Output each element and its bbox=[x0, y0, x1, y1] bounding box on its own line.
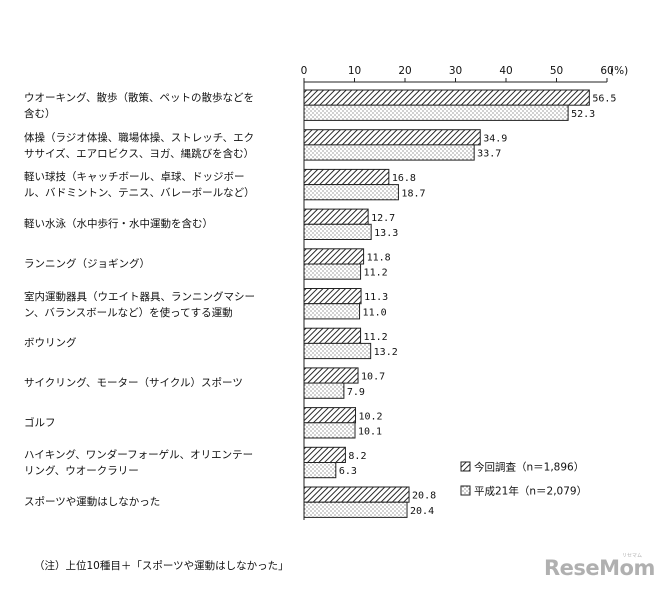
x-unit-label: (%) bbox=[610, 65, 628, 77]
value-label: 12.7 bbox=[371, 213, 395, 224]
value-label: 11.8 bbox=[367, 253, 391, 264]
bar-h21-7 bbox=[303, 382, 345, 399]
bar-h21-1 bbox=[303, 144, 475, 161]
value-label: 52.3 bbox=[571, 109, 595, 120]
category-label-line: ランニング（ジョギング） bbox=[24, 257, 150, 270]
bar-current-7 bbox=[303, 367, 359, 384]
category-label-line: ボウリング bbox=[24, 337, 77, 350]
bar-h21-0 bbox=[303, 104, 569, 121]
category-label: ボウリング bbox=[24, 335, 302, 351]
value-label: 6.3 bbox=[339, 466, 357, 477]
bar-current-6 bbox=[303, 327, 362, 344]
legend-swatch bbox=[460, 461, 471, 472]
value-label: 13.3 bbox=[374, 228, 398, 239]
x-tick-label: 40 bbox=[499, 65, 512, 77]
value-label: 10.1 bbox=[358, 427, 382, 438]
category-label-line: リング、ウオークラリー bbox=[24, 465, 139, 478]
legend-entry: 今回調査（n＝1,896） bbox=[474, 461, 584, 474]
value-label: 11.0 bbox=[363, 307, 387, 318]
category-label-line: ウオーキング、散歩（散策、ペットの散歩などを bbox=[24, 92, 254, 104]
category-label: ランニング（ジョギング） bbox=[24, 256, 302, 272]
bar-current-3 bbox=[303, 208, 369, 225]
x-tick-label: 30 bbox=[449, 65, 462, 77]
legend: 今回調査（n＝1,896） 平成21年（n＝2,079） bbox=[460, 461, 587, 498]
value-label: 20.4 bbox=[410, 506, 434, 517]
bar-h21-4 bbox=[303, 263, 362, 280]
footnote: （注）上位10種目＋「スポーツや運動はしなかった」 bbox=[34, 560, 289, 572]
category-label: サイクリング、モーター（サイクル）スポーツ bbox=[24, 375, 302, 391]
category-label: 体操（ラジオ体操、職場体操、ストレッチ、エク ササイズ、エアロビクス、ヨガ、縄跳び… bbox=[24, 130, 302, 162]
value-label: 11.2 bbox=[364, 268, 388, 279]
value-label: 11.3 bbox=[364, 292, 388, 303]
value-label: 20.8 bbox=[412, 491, 436, 502]
category-label-line: スポーツや運動はしなかった bbox=[24, 496, 161, 508]
x-tick-label: 0 bbox=[301, 65, 308, 77]
category-label: ゴルフ bbox=[24, 415, 302, 431]
value-label: 10.2 bbox=[359, 411, 383, 422]
bar-h21-5 bbox=[303, 303, 361, 320]
bars: 56.5 52.3 34.9 33.7 16.8 18.7 12.7 13.3 11.8 11.2… bbox=[303, 89, 616, 518]
x-tick-label: 20 bbox=[398, 65, 411, 77]
bar-current-4 bbox=[303, 248, 365, 265]
bar-h21-10 bbox=[303, 501, 408, 518]
bar-h21-8 bbox=[303, 422, 356, 439]
x-tick-label: 60 bbox=[600, 65, 613, 77]
resemom-logo: ReseMom bbox=[544, 556, 654, 580]
category-label-line: ゴルフ bbox=[24, 416, 56, 429]
value-label: 34.9 bbox=[483, 133, 507, 144]
category-label-line: 含む） bbox=[24, 108, 56, 120]
category-label-line: 軽い水泳（水中歩行・水中運動を含む） bbox=[24, 218, 213, 231]
value-label: 10.7 bbox=[361, 372, 385, 383]
category-label-line: ハイキング、ワンダーフォーゲル、オリエンテー bbox=[24, 449, 254, 462]
value-label: 7.9 bbox=[347, 387, 365, 398]
resemom-logo-kana: リセマム bbox=[622, 553, 643, 559]
value-label: 13.2 bbox=[374, 347, 398, 358]
category-label-line: サイクリング、モーター（サイクル）スポーツ bbox=[24, 376, 243, 389]
bar-current-5 bbox=[303, 288, 362, 305]
value-label: 16.8 bbox=[392, 173, 416, 184]
category-label-line: 軽い球技（キャッチボール、卓球、ドッジボー bbox=[24, 171, 245, 184]
category-label: スポーツや運動はしなかった bbox=[24, 494, 302, 510]
legend-entry: 平成21年（n＝2,079） bbox=[474, 485, 587, 498]
bar-h21-2 bbox=[303, 184, 399, 201]
category-label: 軽い球技（キャッチボール、卓球、ドッジボー ル、バドミントン、テニス、バレーボール… bbox=[24, 169, 302, 201]
bar-h21-3 bbox=[303, 223, 372, 241]
bar-current-0 bbox=[303, 89, 590, 106]
bar-current-9 bbox=[303, 446, 346, 463]
category-label: 室内運動器具（ウエイト器具、ランニングマシー ン、バランスボールなど）を使ってする… bbox=[24, 289, 302, 321]
category-label-line: 体操（ラジオ体操、職場体操、ストレッチ、エク bbox=[24, 131, 255, 144]
x-tick-label: 50 bbox=[550, 65, 563, 77]
legend-swatch bbox=[460, 485, 471, 496]
value-label: 33.7 bbox=[477, 149, 501, 160]
value-label: 8.2 bbox=[348, 451, 366, 462]
bar-current-1 bbox=[303, 129, 481, 146]
value-label: 11.2 bbox=[364, 332, 388, 343]
bar-current-8 bbox=[303, 407, 357, 424]
category-label-line: ササイズ、エアロビクス、ヨガ、縄跳びを含む） bbox=[24, 147, 255, 160]
bar-current-2 bbox=[303, 168, 390, 186]
category-label: 軽い水泳（水中歩行・水中運動を含む） bbox=[24, 216, 302, 232]
bar-current-10 bbox=[303, 486, 410, 503]
category-label-line: 室内運動器具（ウエイト器具、ランニングマシー bbox=[24, 290, 255, 303]
bar-h21-9 bbox=[303, 462, 337, 479]
category-label: ハイキング、ワンダーフォーゲル、オリエンテー リング、ウオークラリー bbox=[24, 447, 302, 479]
value-label: 18.7 bbox=[401, 188, 425, 199]
category-label: ウオーキング、散歩（散策、ペットの散歩などを 含む） bbox=[24, 90, 302, 122]
x-tick-label: 10 bbox=[348, 65, 361, 77]
bar-h21-6 bbox=[303, 342, 372, 360]
category-label-line: ル、バドミントン、テニス、バレーボールなど） bbox=[24, 187, 255, 200]
value-label: 56.5 bbox=[592, 94, 616, 105]
category-label-line: ン、バランスボールなど）を使ってする運動 bbox=[24, 306, 233, 319]
